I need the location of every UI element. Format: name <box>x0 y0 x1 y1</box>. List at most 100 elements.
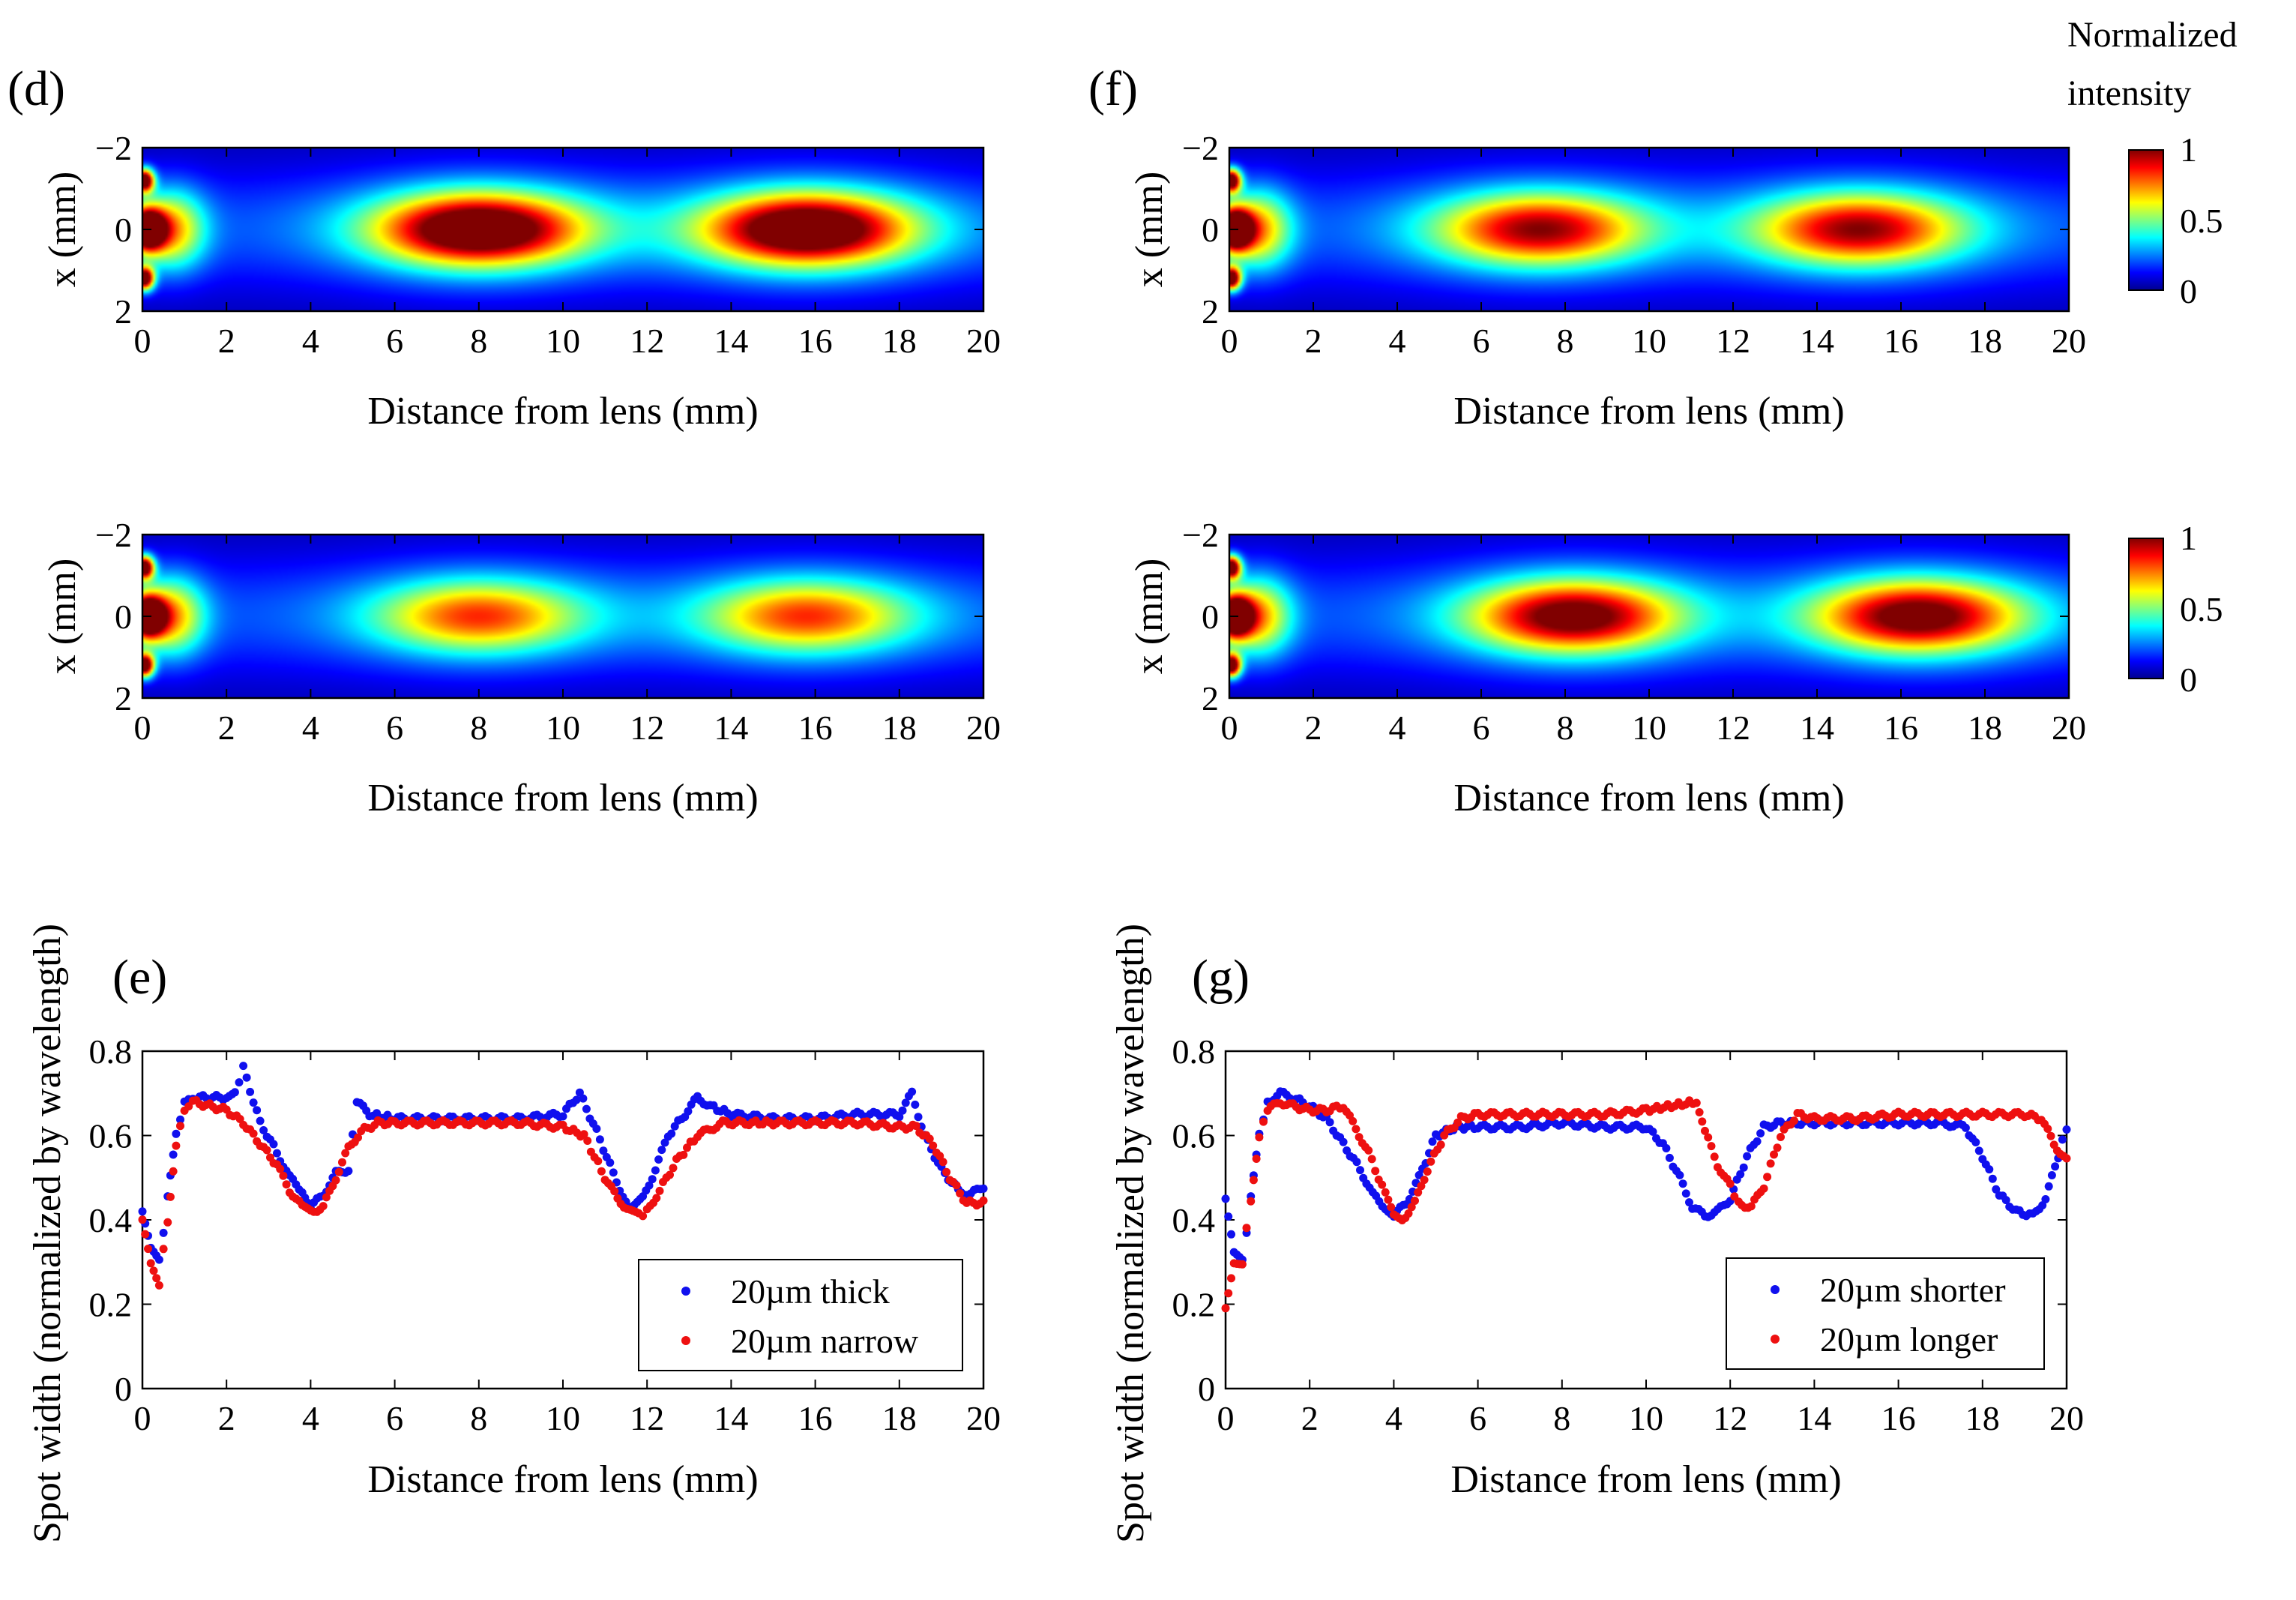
scatter-g-point-series0 <box>1227 1230 1235 1239</box>
scatter-e-xtick-label: 14 <box>714 1399 748 1437</box>
scatter-e-point-series0 <box>595 1135 604 1144</box>
heatmap-d-top-ytick-label: 0 <box>115 211 132 249</box>
scatter-e-xtick-label: 12 <box>630 1399 664 1437</box>
scatter-e-point-series0 <box>176 1115 184 1124</box>
scatter-g-point-series1 <box>1436 1140 1445 1149</box>
scatter-g-ytick-label: 0 <box>1198 1370 1215 1408</box>
scatter-g-legend-marker-longer <box>1771 1335 1780 1344</box>
scatter-g-point-series0 <box>1988 1174 1997 1183</box>
scatter-e-point-series1 <box>279 1171 288 1180</box>
heatmap-d-top-xtick-label: 2 <box>218 322 235 360</box>
scatter-g-point-series0 <box>1743 1152 1752 1161</box>
scatter-g-point-series1 <box>1378 1180 1387 1189</box>
scatter-g-point-series1 <box>1252 1155 1261 1163</box>
scatter-e-ytick-label: 0.6 <box>89 1117 133 1155</box>
scatter-g-point-series0 <box>1974 1146 1983 1155</box>
heatmap-d-bottom-xtick-label: 18 <box>882 709 917 747</box>
scatter-g-point-series1 <box>1420 1176 1429 1185</box>
scatter-e-point-series1 <box>935 1152 944 1161</box>
scatter-g-point-series1 <box>1259 1117 1268 1126</box>
colorbar-bottom-tick-1: 1 <box>2180 519 2197 557</box>
scatter-g-point-series1 <box>1411 1197 1419 1205</box>
scatter-e-point-series1 <box>666 1170 674 1179</box>
scatter-e-point-series1 <box>319 1202 328 1211</box>
scatter-g-points <box>1221 1087 2071 1313</box>
heatmap-d-top-ticks: 0 2 4 6 8 10 12 14 16 18 20−202 <box>95 129 1001 360</box>
scatter-e-point-series1 <box>655 1186 664 1195</box>
scatter-g-ytick-label: 0.4 <box>1172 1201 1216 1239</box>
heatmap-f-top-ytick-label: −2 <box>1182 129 1219 167</box>
scatter-g-point-series1 <box>1423 1167 1432 1176</box>
scatter-e-point-series0 <box>273 1149 281 1158</box>
scatter-g-point-series0 <box>1971 1138 1980 1146</box>
colorbar-top-gradient <box>2128 149 2164 291</box>
heatmap-f-bottom-ytick-label: 0 <box>1202 598 1219 636</box>
scatter-e-point-series1 <box>610 1187 619 1196</box>
heatmap-f-top-xtick-label: 10 <box>1632 322 1666 360</box>
heatmap-d-top-xtick-label: 14 <box>714 322 748 360</box>
scatter-g-point-series1 <box>1364 1146 1373 1155</box>
colorbar-bottom-tick-0: 0 <box>2180 661 2197 699</box>
heatmap-f-bottom: 0 2 4 6 8 10 12 14 16 18 20−202 Distance from lens… <box>1128 516 2086 819</box>
scatter-e-point-series1 <box>925 1134 934 1143</box>
scatter-g-point-series1 <box>1247 1197 1256 1206</box>
scatter-e-point-series1 <box>652 1194 661 1203</box>
colorbar-top: 1 0.5 0 <box>2128 130 2223 310</box>
scatter-g-point-series0 <box>1339 1137 1348 1146</box>
scatter-e-point-series1 <box>579 1130 588 1139</box>
scatter-g-point-series1 <box>1773 1143 1782 1152</box>
scatter-e-point-series1 <box>942 1167 951 1176</box>
scatter-e-point-series1 <box>144 1245 152 1254</box>
heatmap-f-top-xtick-label: 14 <box>1800 322 1834 360</box>
scatter-g-point-series0 <box>2047 1171 2056 1179</box>
scatter-g-point-series0 <box>1685 1198 1693 1207</box>
scatter-e-point-series1 <box>929 1141 938 1150</box>
scatter-e-point-series1 <box>334 1167 343 1176</box>
scatter-g-point-series1 <box>2062 1154 2071 1163</box>
scatter-g: 0 2 4 6 8 10 12 14 16 18 20 0 0.2 0.4 0.6 0.8 Distance … <box>1109 924 2084 1543</box>
scatter-g-point-series1 <box>1249 1176 1258 1185</box>
scatter-e-point-series0 <box>239 1062 248 1071</box>
scatter-g-point-series0 <box>1224 1212 1233 1221</box>
scatter-g-point-series0 <box>1985 1165 1994 1174</box>
scatter-e-point-series0 <box>592 1125 601 1133</box>
heatmap-d-bottom-xtick-label: 4 <box>302 709 319 747</box>
scatter-g-point-series1 <box>1790 1116 1798 1125</box>
scatter-g-point-series1 <box>1371 1167 1380 1176</box>
scatter-e-point-series1 <box>679 1150 688 1159</box>
scatter-e-point-series0 <box>159 1228 168 1237</box>
scatter-g-legend-label-longer: 20µm longer <box>1820 1320 1998 1359</box>
scatter-g-point-series1 <box>1414 1188 1423 1197</box>
panel-label-g: (g) <box>1192 950 1250 1005</box>
heatmap-f-bottom-ylabel: x (mm) <box>1128 559 1171 675</box>
scatter-e-xtick-label: 8 <box>470 1399 487 1437</box>
scatter-e-point-series1 <box>683 1143 691 1152</box>
scatter-g-point-series1 <box>1710 1152 1719 1161</box>
scatter-e-xtick-label: 2 <box>218 1399 235 1437</box>
scatter-g-xtick-label: 16 <box>1881 1399 1916 1437</box>
heatmap-f-bottom-xtick-label: 8 <box>1557 709 1574 747</box>
scatter-e-point-series1 <box>912 1122 920 1131</box>
heatmap-f-top-xtick-label: 4 <box>1389 322 1406 360</box>
scatter-e-point-series1 <box>149 1266 158 1275</box>
scatter-g-point-series0 <box>1325 1118 1334 1127</box>
scatter-g-point-series0 <box>1662 1144 1671 1152</box>
scatter-e-ytick-label: 0 <box>115 1370 132 1408</box>
scatter-g-point-series1 <box>1404 1209 1413 1218</box>
heatmap-f-bottom-xtick-label: 12 <box>1716 709 1750 747</box>
heatmap-d-top-xlabel: Distance from lens (mm) <box>367 390 758 433</box>
heatmap-d-top-ytick-label: 2 <box>115 292 132 331</box>
heatmap-f-top-xtick-label: 2 <box>1305 322 1322 360</box>
scatter-g-point-series0 <box>1221 1194 1230 1203</box>
scatter-e-point-series0 <box>253 1106 262 1115</box>
scatter-g-point-series1 <box>1695 1108 1704 1116</box>
scatter-e-point-series0 <box>154 1255 163 1264</box>
scatter-e-point-series0 <box>609 1168 618 1177</box>
scatter-g-point-series1 <box>1426 1157 1435 1166</box>
heatmap-f-bottom-xtick-label: 14 <box>1800 709 1834 747</box>
heatmap-d-top-image <box>142 148 983 311</box>
scatter-e-legend-marker-narrow <box>681 1336 690 1345</box>
scatter-e-point-series1 <box>354 1133 362 1142</box>
scatter-e-point-series0 <box>606 1158 615 1167</box>
scatter-g-point-series1 <box>1221 1304 1230 1313</box>
